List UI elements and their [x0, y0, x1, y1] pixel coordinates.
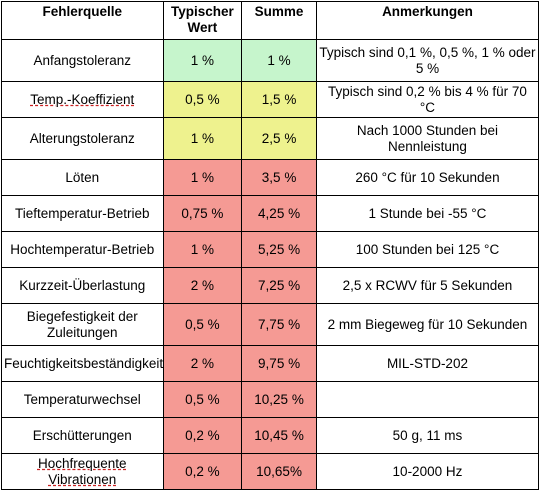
sum-cell: 3,5 % — [241, 159, 317, 196]
table-row: Temp.-Koeffizient 0,5 % 1,5 % Typisch si… — [1, 81, 540, 118]
header-row: Fehlerquelle Typischer Wert Summe Anmerk… — [1, 1, 540, 40]
table-row: Erschütterungen 0,2 % 10,45 % 50 g, 11 m… — [1, 417, 540, 454]
typical-value-cell: 0,2 % — [162, 417, 243, 454]
source-cell: Anfangstoleranz — [1, 39, 164, 82]
sum-cell: 10,45 % — [241, 417, 317, 454]
sum-cell: 9,75 % — [241, 345, 317, 382]
table-row: Alterungstoleranz 1 % 2,5 % Nach 1000 St… — [1, 117, 540, 160]
typical-value-cell: 2 % — [162, 267, 243, 304]
source-cell: Temp.-Koeffizient — [1, 81, 164, 118]
source-cell: Biegefestigkeit der Zuleitungen — [1, 303, 164, 346]
typical-value-cell: 0,75 % — [162, 195, 243, 232]
note-cell: 260 °C für 10 Sekunden — [315, 159, 540, 196]
sum-cell: 7,25 % — [241, 267, 317, 304]
note-cell: Typisch sind 0,2 % bis 4 % für 70 °C — [315, 81, 540, 118]
note-cell: Typisch sind 0,1 %, 0,5 %, 1 % oder 5 % — [315, 39, 540, 82]
table-row: Tieftemperatur-Betrieb 0,75 % 4,25 % 1 S… — [1, 195, 540, 232]
table-row: Hochtemperatur-Betrieb 1 % 5,25 % 100 St… — [1, 231, 540, 268]
sum-cell: 10,65% — [241, 453, 317, 490]
source-cell: Hochfrequente Vibrationen — [1, 453, 164, 490]
source-cell: Hochtemperatur-Betrieb — [1, 231, 164, 268]
table-row: Löten 1 % 3,5 % 260 °C für 10 Sekunden — [1, 159, 540, 196]
source-cell: Temperaturwechsel — [1, 381, 164, 418]
sum-cell: 7,75 % — [241, 303, 317, 346]
table-row: Hochfrequente Vibrationen 0,2 % 10,65% 1… — [1, 453, 540, 490]
table-row: Temperaturwechsel 0,5 % 10,25 % — [1, 381, 540, 418]
typical-value-cell: 0,2 % — [162, 453, 243, 490]
header-fehlerquelle: Fehlerquelle — [1, 1, 164, 40]
table-row: Biegefestigkeit der Zuleitungen 0,5 % 7,… — [1, 303, 540, 346]
typical-value-cell: 0,5 % — [162, 81, 243, 118]
sum-cell: 1 % — [241, 39, 317, 82]
note-cell: 2,5 x RCWV für 5 Sekunden — [315, 267, 540, 304]
source-cell: Tieftemperatur-Betrieb — [1, 195, 164, 232]
source-text: Temp.-Koeffizient — [30, 91, 135, 107]
typical-value-cell: 1 % — [162, 159, 243, 196]
typical-value-cell: 2 % — [162, 345, 243, 382]
source-cell: Löten — [1, 159, 164, 196]
note-cell — [315, 381, 540, 418]
header-typischer-wert: Typischer Wert — [162, 1, 243, 40]
note-cell: 100 Stunden bei 125 °C — [315, 231, 540, 268]
typical-value-cell: 0,5 % — [162, 381, 243, 418]
source-cell: Kurzzeit-Überlastung — [1, 267, 164, 304]
sum-cell: 5,25 % — [241, 231, 317, 268]
note-cell: MIL-STD-202 — [315, 345, 540, 382]
note-cell: 50 g, 11 ms — [315, 417, 540, 454]
source-cell: Feuchtigkeitsbeständigkeit — [1, 345, 164, 382]
typical-value-cell: 0,5 % — [162, 303, 243, 346]
table-row: Anfangstoleranz 1 % 1 % Typisch sind 0,1… — [1, 39, 540, 82]
source-cell: Erschütterungen — [1, 417, 164, 454]
note-cell: 10-2000 Hz — [315, 453, 540, 490]
sum-cell: 2,5 % — [241, 117, 317, 160]
header-anmerkungen: Anmerkungen — [315, 1, 540, 40]
typical-value-cell: 1 % — [162, 231, 243, 268]
sum-cell: 4,25 % — [241, 195, 317, 232]
source-text: Hochfrequente Vibrationen — [37, 455, 127, 487]
typical-value-cell: 1 % — [162, 117, 243, 160]
note-cell: 2 mm Biegeweg für 10 Sekunden — [315, 303, 540, 346]
typical-value-cell: 1 % — [162, 39, 243, 82]
note-cell: Nach 1000 Stunden bei Nennleistung — [315, 117, 540, 160]
sum-cell: 10,25 % — [241, 381, 317, 418]
header-summe: Summe — [241, 1, 317, 40]
table-row: Kurzzeit-Überlastung 2 % 7,25 % 2,5 x RC… — [1, 267, 540, 304]
sum-cell: 1,5 % — [241, 81, 317, 118]
table-row: Feuchtigkeitsbeständigkeit 2 % 9,75 % MI… — [1, 345, 540, 382]
source-cell: Alterungstoleranz — [1, 117, 164, 160]
note-cell: 1 Stunde bei -55 °C — [315, 195, 540, 232]
